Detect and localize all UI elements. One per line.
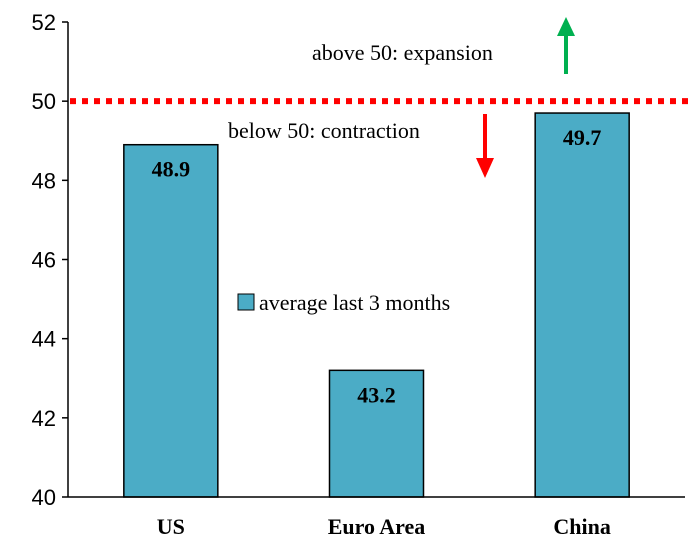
up-arrow-icon xyxy=(557,17,575,74)
bar-us xyxy=(123,143,219,498)
y-tick-label: 52 xyxy=(32,10,56,35)
down-arrow-icon xyxy=(476,114,494,178)
y-tick-label: 44 xyxy=(32,327,56,352)
legend-label: average last 3 months xyxy=(259,290,450,315)
x-tick-label: US xyxy=(157,514,185,539)
data-label: 49.7 xyxy=(563,125,602,150)
y-tick-label: 42 xyxy=(32,406,56,431)
bar-china xyxy=(534,112,630,498)
x-axis: US Euro Area China xyxy=(68,496,685,539)
bar-euro-area xyxy=(328,369,425,498)
annotation-above: above 50: expansion xyxy=(312,40,493,65)
data-label: 48.9 xyxy=(152,157,191,182)
y-tick-label: 48 xyxy=(32,168,56,193)
legend-swatch xyxy=(237,293,255,311)
legend: average last 3 months xyxy=(237,290,450,315)
annotation-below: below 50: contraction xyxy=(228,118,420,143)
x-tick-label: Euro Area xyxy=(328,514,426,539)
y-tick-label: 40 xyxy=(32,485,56,510)
x-tick-label: China xyxy=(553,514,610,539)
data-label: 43.2 xyxy=(357,382,396,407)
y-tick-label: 46 xyxy=(32,248,56,273)
y-axis: 40 42 44 46 48 50 52 xyxy=(32,10,69,510)
bars: 48.9 43.2 49.7 xyxy=(123,112,630,498)
y-tick-label: 50 xyxy=(32,89,56,114)
